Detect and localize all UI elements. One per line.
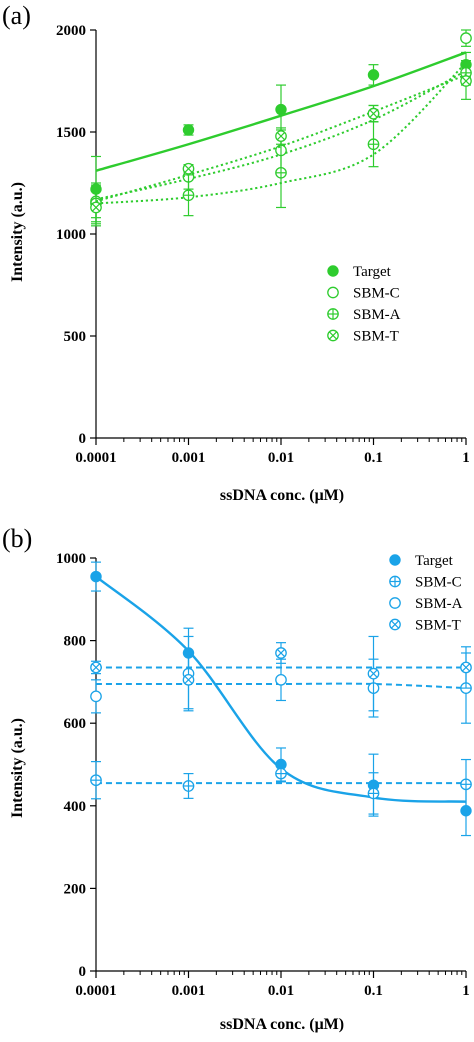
chart-0-series-sbm-t-point-4 (460, 75, 472, 87)
chart-1-y-tick-label-5: 1000 (56, 551, 86, 567)
chart-0-series-sbm-t-point-3 (367, 107, 380, 120)
chart-1-series-sbm-t-point-1 (182, 673, 195, 686)
chart-1-x-tick-label-2: 0.01 (268, 983, 294, 999)
chart-0-series-sbm-t-point-1 (182, 162, 195, 175)
chart-0-y-tick-label-4: 2000 (56, 23, 86, 39)
chart-1-series-target-legend-label: Target (415, 553, 454, 569)
chart-0-y-tick-label-0: 0 (79, 431, 87, 447)
chart-1-y-tick-label-0: 0 (79, 964, 87, 980)
chart-0-series-sbm-a-point-3 (367, 138, 380, 151)
chart-1-series-sbm-t-point-4 (460, 661, 472, 674)
chart-0-x-tick-label-1: 0.001 (172, 450, 206, 466)
chart-b-svg: (b) 0 200 400 600 800 1000 0.0001 0.001 0.01 0.1 1… (2, 524, 472, 1033)
chart-1-series-sbm-c-legend-marker (389, 575, 401, 588)
chart-1-series-sbm-t-legend-label: SBM-T (415, 618, 461, 634)
chart-1-series-sbm-a-legend-marker (389, 597, 401, 609)
chart-0-series-sbm-a-legend-label: SBM-A (353, 307, 401, 323)
plot-area-a: 0 500 1000 1500 2000 0.0001 0.001 0.01 0.1 1 Targe… (56, 23, 472, 466)
chart-0-x-tick-label-2: 0.01 (268, 450, 294, 466)
plot-area-b: 0 200 400 600 800 1000 0.0001 0.001 0.01 0.1 1 Targ… (56, 551, 472, 999)
chart-1-series-sbm-t-legend-marker (389, 618, 401, 631)
chart-0-series-sbm-t-point-2 (275, 130, 287, 142)
chart-0-y-tick-label-2: 1000 (56, 227, 86, 243)
chart-1-series-sbm-a-point-2 (275, 673, 287, 686)
chart-1-series-sbm-t-point-3 (367, 667, 380, 680)
chart-1-series-target-legend-marker (389, 554, 401, 566)
chart-1-series-sbm-c-point-0 (90, 774, 102, 787)
chart-0-y-tick-label-3: 1500 (56, 125, 86, 141)
chart-0-x-tick-label-4: 1 (462, 450, 470, 466)
chart-1-y-tick-label-1: 200 (64, 881, 87, 897)
chart-0-x-tick-label-3: 0.1 (364, 450, 383, 466)
chart-0-series-target-point-3 (367, 69, 380, 81)
chart-1-series-sbm-c-point-4 (460, 778, 472, 791)
chart-1-x-tick-label-3: 0.1 (364, 983, 383, 999)
y-axis-title-b: Intensity (a.u.) (9, 718, 26, 818)
chart-1-y-tick-label-2: 400 (64, 799, 87, 815)
panel-label-a: (a) (2, 1, 31, 30)
chart-0-x-tick-label-0: 0.0001 (75, 450, 116, 466)
chart-1-x-tick-label-4: 1 (462, 983, 470, 999)
chart-1-series-sbm-c-legend-label: SBM-C (415, 575, 462, 591)
y-axis-title-a: Intensity (a.u.) (9, 182, 26, 282)
chart-0-series-sbm-c-legend-marker (327, 286, 339, 299)
chart-a-svg: (a) 0 500 1000 1500 2000 0.0001 0.001 0.01 0.1 1 T… (2, 1, 472, 504)
chart-1-y-tick-label-4: 800 (64, 634, 87, 650)
chart-1-x-tick-label-1: 0.001 (172, 983, 206, 999)
chart-1-series-sbm-t-point-2 (275, 647, 287, 659)
chart-0-y-tick-label-1: 500 (64, 329, 87, 345)
chart-0-series-sbm-t-legend-label: SBM-T (353, 329, 399, 345)
chart-0-series-sbm-a-legend-marker (327, 308, 339, 320)
chart-0-series-sbm-c-legend-label: SBM-C (353, 286, 400, 302)
chart-panel-b: (b) 0 200 400 600 800 1000 0.0001 0.001 0.01 0.1 1… (0, 521, 474, 1042)
x-axis-title-a: ssDNA conc. (μM) (220, 487, 344, 504)
chart-0-series-target-legend-marker (327, 265, 339, 277)
chart-1-y-tick-label-3: 600 (64, 716, 87, 732)
chart-0-series-sbm-a-point-1 (182, 189, 195, 202)
chart-0-series-sbm-t-legend-marker (327, 329, 339, 342)
chart-0-series-sbm-a-point-2 (275, 166, 287, 179)
chart-1-series-sbm-a-legend-label: SBM-A (415, 596, 463, 612)
chart-1-series-sbm-c-point-3 (367, 787, 380, 800)
chart-1-x-tick-label-0: 0.0001 (75, 983, 116, 999)
chart-0-series-target-point-2 (275, 103, 287, 116)
chart-0-series-target-legend-label: Target (353, 264, 392, 280)
chart-1-series-sbm-c-point-2 (275, 767, 287, 780)
chart-0-series-target-point-1 (182, 124, 195, 136)
chart-1-series-sbm-t-point-0 (90, 661, 102, 674)
chart-1-series-sbm-c-point-1 (182, 780, 195, 792)
panel-label-b: (b) (2, 524, 32, 553)
x-axis-title-b: ssDNA conc. (μM) (220, 1016, 344, 1033)
chart-0-series-sbm-t-point-0 (90, 201, 102, 214)
chart-0-series-sbm-c-point-4 (460, 32, 472, 45)
chart-panel-a: (a) 0 500 1000 1500 2000 0.0001 0.001 0.01 0.1 1 T… (2, 1, 472, 504)
chart-1-series-sbm-a-point-0 (90, 690, 102, 703)
chart-1-series-target-point-0 (90, 570, 102, 583)
